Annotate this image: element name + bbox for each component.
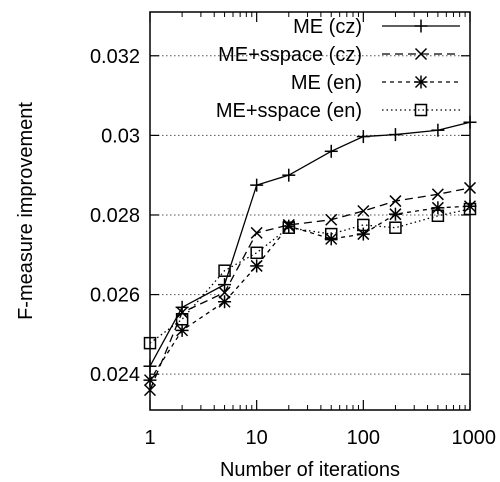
data-point-series-3 [175, 313, 189, 326]
series-markers [143, 115, 477, 397]
series-line-0 [149, 121, 471, 367]
x-axis-title: Number of iterations [220, 459, 400, 481]
marker-square [357, 218, 370, 232]
legend-item: ME+sspace (en) [216, 100, 460, 122]
marker-stroke [218, 286, 231, 299]
data-point-series-1 [389, 195, 402, 208]
y-tick-label: 0.028 [90, 205, 140, 227]
marker-stroke [414, 47, 428, 61]
legend-item: ME+sspace (cz) [218, 44, 460, 66]
marker-square [389, 221, 402, 234]
y-axis-title: F-measure improvement [15, 102, 37, 320]
data-point-series-0 [356, 130, 370, 144]
legend-label: ME (en) [291, 72, 362, 94]
series-line-2 [149, 205, 471, 381]
marker-square [414, 103, 428, 117]
data-point-series-3 [218, 264, 231, 277]
data-point-series-0 [218, 278, 232, 292]
marker-square [282, 221, 296, 234]
marker-square [250, 246, 263, 260]
data-point-series-1 [218, 286, 231, 299]
x-tick-label: 10 [246, 427, 268, 449]
marker-stroke [325, 213, 338, 226]
data-point-series-1 [357, 204, 370, 218]
data-point-series-2 [431, 201, 445, 215]
axis-tick-labels: 0.024 0.026 0.028 0.03 0.032 1 10 100 1000 [90, 46, 496, 449]
x-tick-label: 100 [347, 427, 380, 449]
y-tick-label: 0.03 [101, 125, 140, 147]
legend-label: ME+sspace (en) [216, 100, 362, 122]
y-tick-label: 0.024 [90, 364, 140, 386]
data-point-series-2 [356, 227, 370, 241]
x-tick-label: 1 [144, 427, 155, 449]
data-point-series-2 [218, 295, 232, 309]
marker-stroke [431, 188, 444, 201]
data-point-series-3 [324, 227, 338, 241]
legend-label: ME (cz) [293, 16, 362, 38]
axis-ticks [149, 12, 471, 410]
data-point-series-1 [176, 306, 189, 319]
data-point-series-0 [324, 144, 338, 158]
marker-stroke [176, 306, 189, 319]
legend-marker [414, 19, 428, 33]
y-tick-label: 0.026 [90, 285, 140, 307]
data-point-series-2 [388, 207, 402, 221]
data-point-series-3 [282, 221, 296, 234]
series-line-3 [149, 208, 471, 344]
marker-square [218, 264, 231, 277]
legend-marker [414, 75, 428, 89]
legend-marker [414, 103, 428, 117]
plot-area-frame [149, 11, 471, 411]
data-point-series-2 [175, 323, 189, 337]
y-tick-label: 0.032 [90, 46, 140, 68]
data-point-series-0 [388, 128, 402, 142]
data-point-series-3 [250, 246, 263, 260]
data-point-series-2 [250, 259, 264, 273]
x-tick-label: 1000 [452, 427, 497, 449]
legend: ME (cz) ME+sspace (cz) ME (en) ME+sspace (e… [216, 16, 460, 122]
marker-stroke [357, 204, 370, 218]
legend-item: ME (en) [291, 72, 460, 94]
data-point-series-3 [431, 209, 445, 223]
legend-label: ME+sspace (cz) [218, 44, 362, 66]
data-point-series-1 [250, 226, 263, 239]
legend-item: ME (cz) [293, 16, 460, 38]
data-point-series-0 [250, 178, 264, 192]
data-point-series-3 [357, 218, 370, 232]
series-lines [149, 121, 471, 391]
marker-stroke [250, 226, 263, 239]
data-point-series-3 [389, 221, 402, 234]
marker-stroke [389, 195, 402, 208]
data-point-series-1 [325, 213, 338, 226]
data-point-series-1 [431, 188, 444, 201]
series-line-1 [149, 187, 471, 391]
marker-square [324, 227, 338, 241]
data-point-series-0 [282, 168, 296, 182]
legend-marker [414, 47, 428, 61]
data-point-series-0 [431, 123, 445, 137]
marker-square [175, 313, 189, 326]
marker-square [431, 209, 445, 223]
